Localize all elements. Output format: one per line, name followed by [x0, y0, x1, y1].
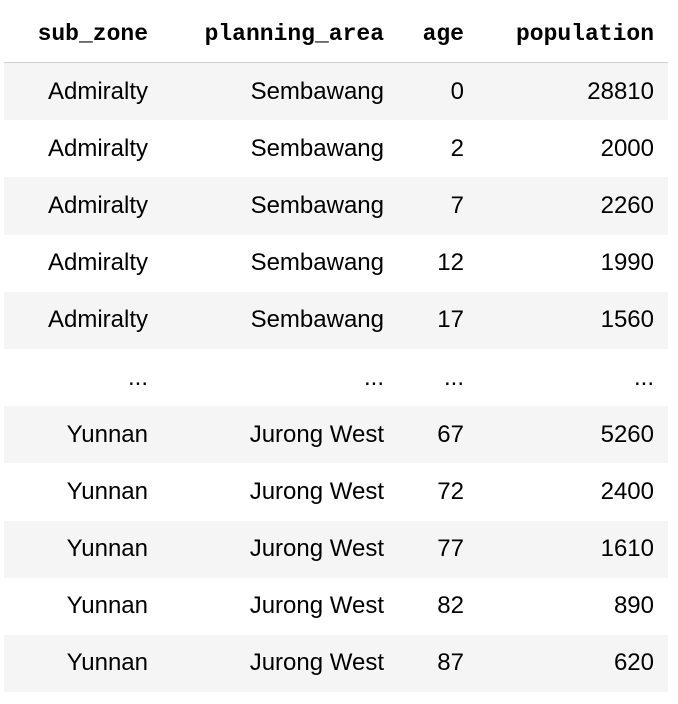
cell-age: 87	[398, 634, 478, 693]
cell-age: 7	[398, 177, 478, 235]
cell-population: 890	[478, 577, 668, 635]
table-header: sub_zone planning_area age population	[4, 6, 668, 63]
cell-sub-zone: ...	[4, 348, 158, 407]
cell-planning-area: Sembawang	[158, 62, 398, 121]
table-row: Admiralty Sembawang 0 28810	[4, 62, 668, 121]
cell-sub-zone: Admiralty	[4, 291, 158, 349]
table-row: Admiralty Sembawang 17 1560	[4, 291, 668, 349]
cell-sub-zone: Yunnan	[4, 520, 158, 578]
cell-planning-area: ...	[158, 348, 398, 407]
cell-sub-zone: Yunnan	[4, 634, 158, 693]
table-row: ............	[4, 348, 668, 407]
cell-age: 67	[398, 406, 478, 464]
cell-population: 5260	[478, 406, 668, 464]
cell-planning-area: Jurong West	[158, 406, 398, 464]
table-row: Yunnan Jurong West 77 1610	[4, 520, 668, 578]
cell-planning-area: Jurong West	[158, 634, 398, 693]
table-row: Admiralty Sembawang 12 1990	[4, 234, 668, 292]
table-row: Yunnan Jurong West 67 5260	[4, 406, 668, 464]
cell-population: 1990	[478, 234, 668, 292]
cell-population: 28810	[478, 62, 668, 121]
cell-age: ...	[398, 348, 478, 407]
cell-population: 2000	[478, 120, 668, 178]
cell-sub-zone: Admiralty	[4, 177, 158, 235]
cell-population: 620	[478, 634, 668, 693]
cell-planning-area: Jurong West	[158, 520, 398, 578]
column-header-population: population	[478, 6, 668, 63]
cell-age: 17	[398, 291, 478, 349]
cell-sub-zone: Admiralty	[4, 62, 158, 121]
cell-population: 1560	[478, 291, 668, 349]
cell-planning-area: Sembawang	[158, 234, 398, 292]
cell-age: 82	[398, 577, 478, 635]
cell-planning-area: Sembawang	[158, 120, 398, 178]
cell-planning-area: Sembawang	[158, 177, 398, 235]
cell-population: 2260	[478, 177, 668, 235]
column-header-planning-area: planning_area	[158, 6, 398, 63]
cell-population: 2400	[478, 463, 668, 521]
cell-age: 12	[398, 234, 478, 292]
header-row: sub_zone planning_area age population	[4, 6, 668, 63]
column-header-age: age	[398, 6, 478, 63]
table-row: Yunnan Jurong West 82 890	[4, 577, 668, 635]
column-header-sub-zone: sub_zone	[4, 6, 158, 63]
cell-age: 77	[398, 520, 478, 578]
cell-age: 72	[398, 463, 478, 521]
cell-planning-area: Jurong West	[158, 463, 398, 521]
dataframe-table: sub_zone planning_area age population Ad…	[4, 6, 668, 693]
cell-sub-zone: Yunnan	[4, 406, 158, 464]
cell-age: 2	[398, 120, 478, 178]
dataframe-table-container: sub_zone planning_area age population Ad…	[4, 6, 668, 693]
cell-population: 1610	[478, 520, 668, 578]
table-row: Yunnan Jurong West 87 620	[4, 634, 668, 693]
table-row: Admiralty Sembawang 2 2000	[4, 120, 668, 178]
cell-planning-area: Sembawang	[158, 291, 398, 349]
table-row: Yunnan Jurong West 72 2400	[4, 463, 668, 521]
table-body: Admiralty Sembawang 0 28810 Admiralty Sembawa…	[4, 62, 668, 693]
cell-sub-zone: Yunnan	[4, 577, 158, 635]
cell-population: ...	[478, 348, 668, 407]
cell-planning-area: Jurong West	[158, 577, 398, 635]
cell-sub-zone: Admiralty	[4, 120, 158, 178]
cell-sub-zone: Yunnan	[4, 463, 158, 521]
table-row: Admiralty Sembawang 7 2260	[4, 177, 668, 235]
cell-age: 0	[398, 62, 478, 121]
cell-sub-zone: Admiralty	[4, 234, 158, 292]
